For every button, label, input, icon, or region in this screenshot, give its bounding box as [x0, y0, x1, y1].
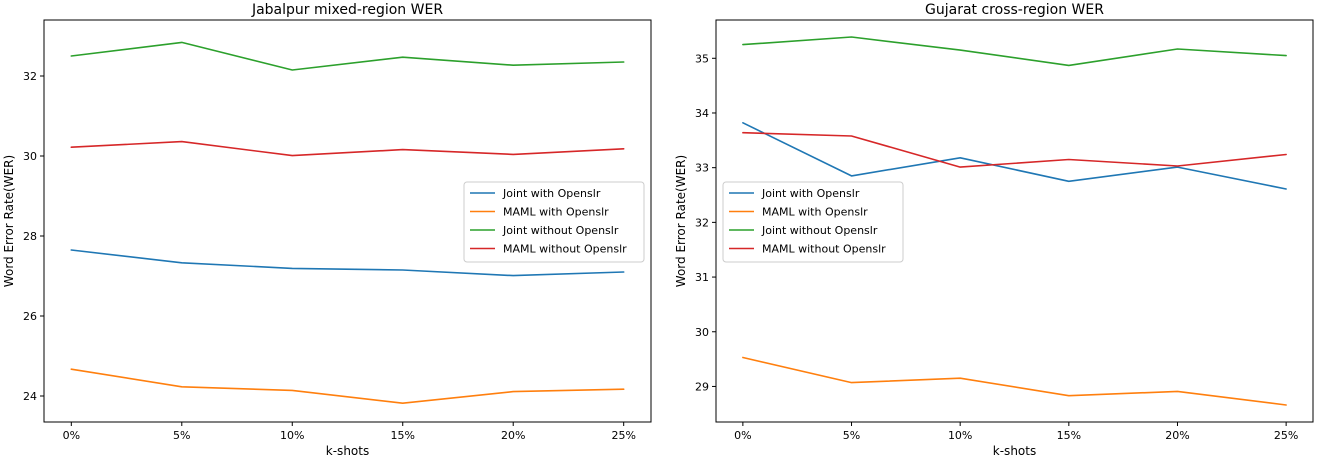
- series-line-joint-with-openslr: [742, 122, 1287, 190]
- series-line-joint-with-openslr: [70, 249, 625, 277]
- legend-label-maml-with-openslr: MAML with Openslr: [503, 206, 609, 219]
- y-tick-label: 31: [695, 271, 709, 284]
- chart-gujarat: Gujarat cross-region WER 0% 5% 10% 15% 20% 25%…: [674, 2, 1314, 458]
- y-tick-label: 35: [695, 52, 709, 65]
- legend-label-maml-without-openslr: MAML without Openslr: [762, 243, 886, 256]
- x-tick-label: 10%: [280, 429, 304, 442]
- legend-label-maml-with-openslr: MAML with Openslr: [762, 206, 868, 219]
- y-tick-label: 29: [695, 380, 709, 393]
- chart-title: Gujarat cross-region WER: [925, 2, 1104, 18]
- y-tick-label: 34: [695, 107, 709, 120]
- x-axis-label: k-shots: [993, 444, 1036, 458]
- series-line-joint-without-openslr: [70, 41, 625, 71]
- x-tick-label: 15%: [391, 429, 415, 442]
- x-tick-label: 10%: [948, 429, 972, 442]
- x-tick-label: 5%: [173, 429, 190, 442]
- legend-label-joint-without-openslr: Joint without Openslr: [761, 224, 878, 237]
- y-tick-label: 24: [23, 390, 37, 403]
- chart-title: Jabalpur mixed-region WER: [251, 2, 443, 18]
- x-tick-label: 15%: [1057, 429, 1081, 442]
- series-line-maml-with-openslr: [70, 368, 625, 405]
- legend-label-maml-without-openslr: MAML without Openslr: [503, 243, 627, 256]
- chart-jabalpur: Jabalpur mixed-region WER 0% 5% 10% 15% 20% 25…: [2, 2, 652, 458]
- y-axis-label: Word Error Rate(WER): [2, 155, 16, 287]
- legend-label-joint-with-openslr: Joint with Openslr: [761, 187, 860, 200]
- y-tick-label: 33: [695, 162, 709, 175]
- y-tick-label: 32: [695, 216, 709, 229]
- y-tick-label: 30: [23, 150, 37, 163]
- legend: Joint with Openslr MAML with Openslr Joint…: [722, 181, 904, 263]
- x-axis-label: k-shots: [326, 444, 369, 458]
- series-line-maml-without-openslr: [742, 131, 1287, 168]
- x-tick-label: 0%: [63, 429, 80, 442]
- x-tick-label: 0%: [734, 429, 751, 442]
- legend-label-joint-with-openslr: Joint with Openslr: [502, 187, 601, 200]
- y-tick-label: 26: [23, 310, 37, 323]
- y-tick-label: 32: [23, 70, 37, 83]
- x-tick-label: 5%: [843, 429, 860, 442]
- legend: Joint with Openslr MAML with Openslr Joint…: [463, 181, 645, 263]
- legend-label-joint-without-openslr: Joint without Openslr: [502, 224, 619, 237]
- x-tick-label: 20%: [1165, 429, 1189, 442]
- plot-frame: [715, 19, 1314, 423]
- series-line-joint-without-openslr: [742, 36, 1287, 67]
- x-tick-label: 25%: [611, 429, 635, 442]
- series-line-maml-without-openslr: [70, 140, 625, 157]
- y-tick-label: 30: [695, 326, 709, 339]
- plot-frame: [43, 19, 652, 423]
- series-line-maml-with-openslr: [742, 356, 1287, 406]
- y-axis-label: Word Error Rate(WER): [674, 155, 688, 287]
- y-tick-label: 28: [23, 230, 37, 243]
- x-tick-label: 25%: [1274, 429, 1298, 442]
- legend-box: [722, 181, 904, 263]
- legend-box: [463, 181, 645, 263]
- x-tick-label: 20%: [501, 429, 525, 442]
